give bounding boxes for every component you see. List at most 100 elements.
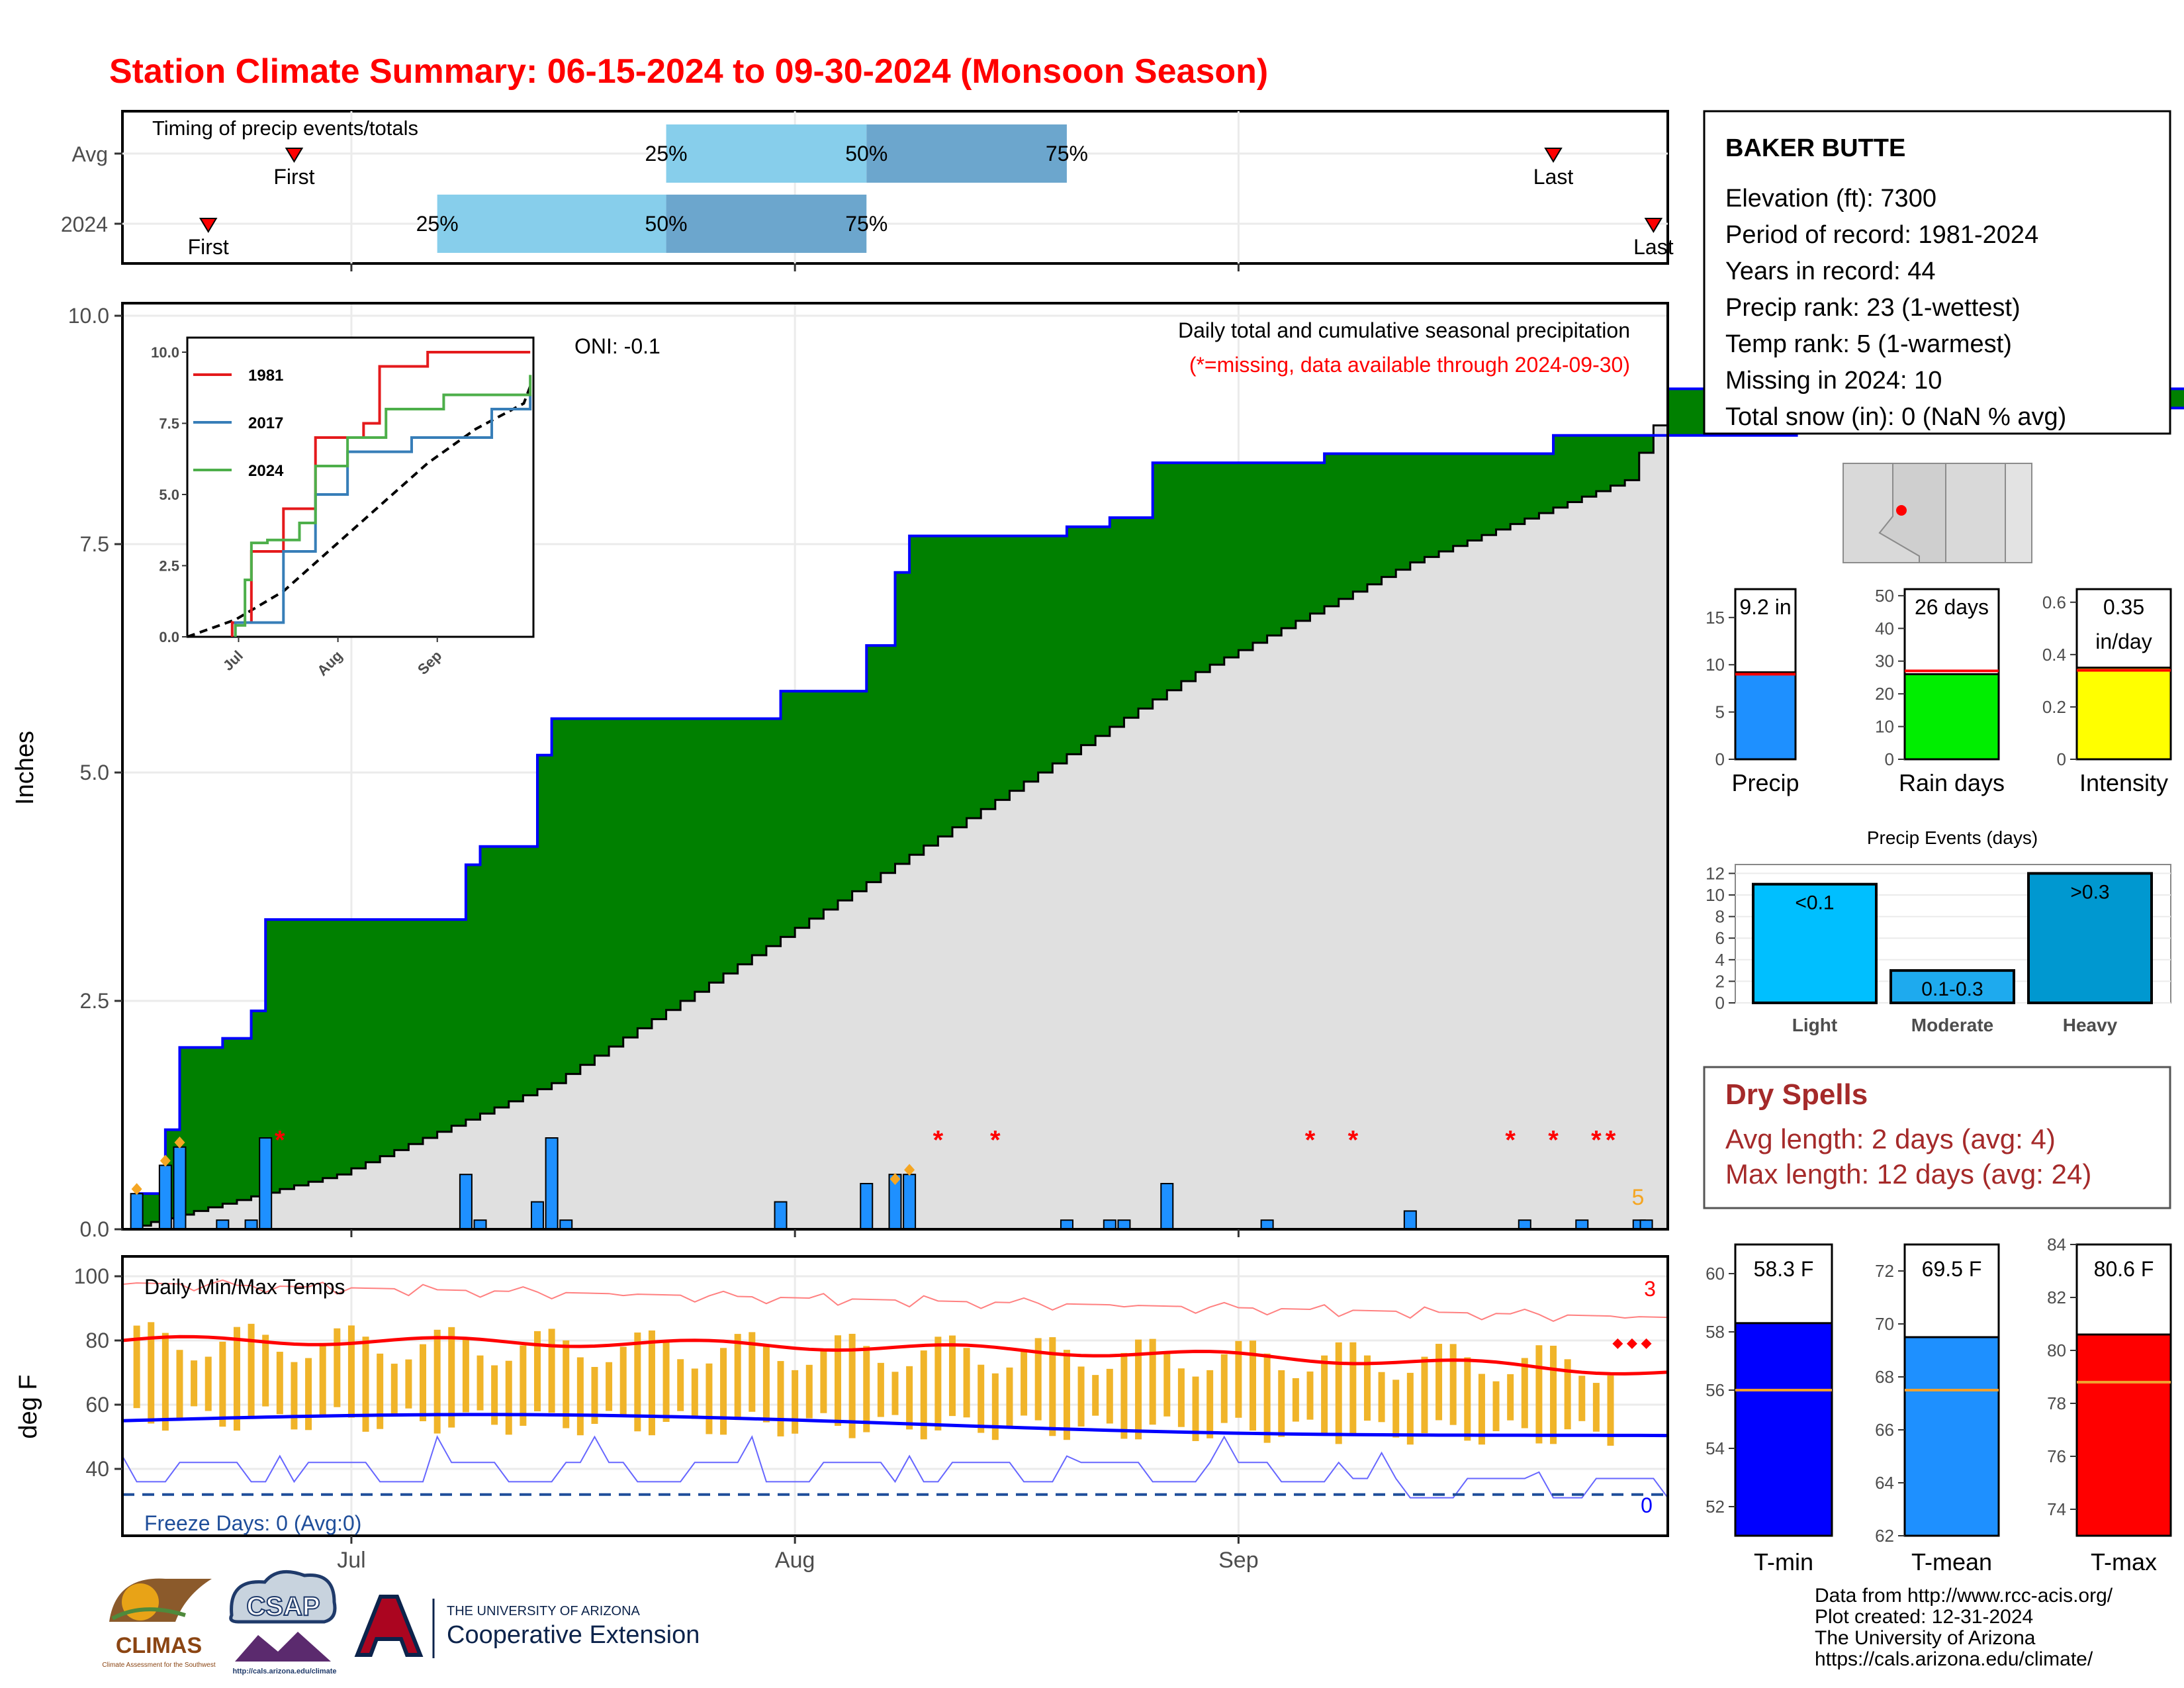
footer-credit-line: Plot created: 12-31-2024 (1815, 1606, 2033, 1628)
temp-bar-tick-label: 54 (1706, 1438, 1725, 1458)
mini-bar-tick-label: 30 (1875, 651, 1894, 671)
mini-bar-tick-label: 10 (1875, 717, 1894, 737)
events-y-tick-label: 10 (1706, 885, 1725, 905)
daily-precip-bar (1639, 1219, 1653, 1230)
mini-bar-value (2075, 667, 2172, 761)
daily-temp-range (1163, 1351, 1171, 1417)
oni-value: ONI: -0.1 (574, 334, 660, 358)
daily-temp-range (848, 1333, 856, 1438)
temp-missing-marker (1626, 1338, 1637, 1349)
data-flag-marker (174, 1136, 185, 1149)
timing-last-label: Last (1633, 235, 1674, 259)
inset-frame (186, 336, 535, 638)
timing-last-marker (1644, 218, 1663, 233)
events-bar-label: <0.1 (1795, 892, 1834, 914)
daily-temp-range (576, 1357, 584, 1436)
daily-temp-range (1449, 1344, 1457, 1425)
csap-logo-cloud (229, 1570, 337, 1624)
daily-temp-range (677, 1359, 684, 1411)
daily-temp-range (1263, 1353, 1271, 1443)
daily-temp-range (634, 1332, 641, 1432)
temp-missing-marker (1612, 1338, 1623, 1349)
daily-temp-range (433, 1329, 441, 1434)
temp-y-tick-label: 100 (74, 1264, 109, 1288)
daily-temp-range (777, 1361, 784, 1436)
mini-bar-tick-label: 0 (2057, 749, 2066, 769)
mini-bar-value (1903, 673, 2000, 761)
daily-temp-range (1278, 1370, 1285, 1437)
daily-temp-range (1049, 1337, 1056, 1436)
timing-box-q25-q50 (666, 124, 867, 183)
freeze-days-label: Freeze Days: 0 (Avg:0) (144, 1511, 361, 1535)
inset-series-2017 (234, 395, 532, 637)
temp-bar-tick-label: 76 (2047, 1446, 2066, 1466)
daily-precip-bar (158, 1164, 172, 1231)
missing-day-marker: * (933, 1126, 944, 1155)
mini-bar-tick-label: 5 (1715, 702, 1725, 722)
temp-bar-tick-label: 72 (1875, 1261, 1894, 1281)
daily-temp-range (948, 1335, 956, 1417)
mini-bar-tick-label: 40 (1875, 618, 1894, 638)
mini-bar-value-text: 26 days (1915, 595, 1989, 619)
daily-precip-bar (1403, 1210, 1417, 1231)
events-y-tick-label: 0 (1715, 993, 1725, 1013)
timing-title: Timing of precip events/totals (152, 117, 418, 140)
daily-temp-range (462, 1338, 469, 1413)
timing-percent-label: 75% (1046, 142, 1088, 165)
daily-temp-range (191, 1360, 198, 1407)
daily-precip-bar (1518, 1219, 1531, 1230)
temp-min-missing-count: 0 (1641, 1493, 1653, 1517)
dry-spells-frame (1703, 1066, 2171, 1209)
daily-temp-range (705, 1363, 713, 1434)
daily-precip-bar (473, 1219, 487, 1230)
timing-last-label: Last (1533, 165, 1574, 189)
daily-temp-range (820, 1349, 827, 1413)
daily-temp-range (1149, 1338, 1156, 1425)
climas-logo-sun (122, 1583, 159, 1620)
daily-temp-range (691, 1368, 698, 1419)
events-bar (2027, 872, 2153, 1005)
daily-temp-range (1349, 1342, 1357, 1435)
missing-day-marker: * (1348, 1126, 1359, 1155)
daily-temp-range (305, 1358, 312, 1430)
daily-temp-range (161, 1333, 169, 1431)
daily-temp-range (1378, 1372, 1385, 1423)
temp-max-missing-count: 3 (1644, 1277, 1656, 1301)
timing-row-label: 2024 (61, 212, 108, 236)
events-bar-label: 0.1-0.3 (1921, 978, 1983, 1000)
events-y-tick-label: 8 (1715, 907, 1725, 927)
temp-bar-tick-label: 52 (1706, 1497, 1725, 1517)
daily-temp-range (991, 1373, 999, 1440)
events-y-tick-label: 4 (1715, 950, 1725, 970)
daily-temp-range (1363, 1355, 1371, 1421)
daily-temp-range (934, 1336, 942, 1430)
temp-y-tick-label: 80 (85, 1329, 109, 1352)
csap-logo-mountains (235, 1632, 331, 1662)
timing-panel: Avg 25% 50% 75% First Last 2024 25% 50% 75% First L… (61, 110, 1674, 271)
daily-temp-range (720, 1348, 727, 1435)
daily-temp-range (448, 1327, 455, 1428)
precip-y-tick-label: 2.5 (80, 989, 109, 1013)
daily-precip-bar (259, 1137, 273, 1230)
daily-temp-range (205, 1356, 212, 1411)
station-info-line: Total snow (in): 0 (NaN % avg) (1725, 403, 2066, 431)
station-info-line: Years in record: 44 (1725, 258, 1936, 285)
daily-temp-range (405, 1359, 412, 1409)
daily-precip-bar (130, 1193, 144, 1231)
daily-temp-range (1592, 1383, 1600, 1432)
daily-temp-range (1206, 1370, 1214, 1438)
daily-temp-range (291, 1362, 298, 1430)
daily-temp-range (133, 1325, 140, 1409)
temp-bar-value (2075, 1333, 2172, 1537)
daily-precip-bar (244, 1219, 258, 1230)
daily-temp-range (420, 1344, 427, 1421)
daily-temp-range (520, 1345, 527, 1426)
events-y-tick-label: 6 (1715, 928, 1725, 948)
mini-bar-tick-label: 10 (1706, 655, 1725, 675)
events-category-label: Light (1792, 1015, 1837, 1035)
inset-legend-label: 2024 (248, 462, 284, 480)
station-info-line: Period of record: 1981-2024 (1725, 221, 2038, 249)
temp-bar-tick-label: 56 (1706, 1380, 1725, 1400)
